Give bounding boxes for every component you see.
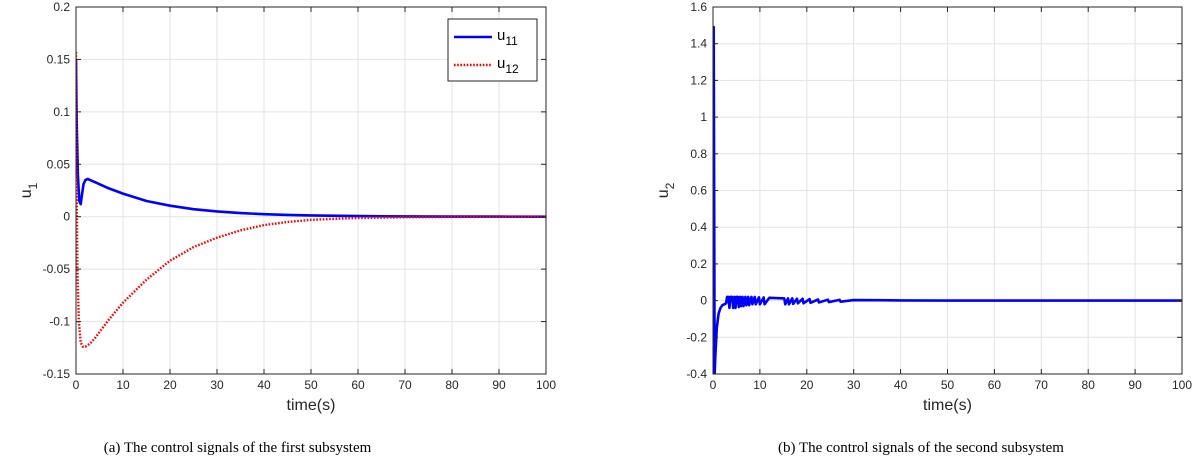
x-tick-label: 40: [257, 378, 271, 392]
caption-a: (a) The control signals of the first sub…: [103, 440, 372, 456]
x-tick-label: 30: [210, 378, 224, 392]
x-tick-label: 0: [73, 378, 80, 392]
y-tick-label: 0.6: [690, 184, 707, 198]
x-tick-label: 70: [1035, 378, 1049, 392]
chart-a: 0 10 20 30 40 50 60 70 80 90 100 -0.15 -0.1 -0.05 0 0.0…: [18, 0, 556, 414]
series-line-u11: [76, 59, 546, 219]
y-tick-label: 0: [700, 294, 707, 308]
y-axis-label: u1: [18, 182, 40, 198]
x-tick-label: 50: [304, 378, 318, 392]
y-tick-label: 0.2: [690, 257, 707, 271]
x-axis-label: time(s): [923, 397, 972, 414]
y-tick-label: -0.15: [43, 367, 71, 381]
y-tick-label: 0.1: [53, 105, 70, 119]
y-tick-label: 0: [63, 210, 70, 224]
x-tick-label: 80: [1082, 378, 1096, 392]
x-tick-label: 100: [536, 378, 556, 392]
y-tick-label: -0.1: [49, 315, 70, 329]
y-tick-label: 0.8: [690, 147, 707, 161]
x-tick-label: 60: [351, 378, 365, 392]
y-tick-label: 0.2: [53, 0, 70, 14]
series-line-u12: [76, 52, 546, 348]
y-tick-label: -0.2: [686, 330, 707, 344]
x-tick-label: 0: [710, 378, 717, 392]
y-tick-label: 0.15: [47, 52, 71, 66]
x-tick-label: 60: [988, 378, 1002, 392]
x-tick-label: 20: [800, 378, 814, 392]
y-tick-label: 1.6: [690, 0, 707, 14]
chart-b: 0 10 20 30 40 50 60 70 80 90 100 -0.4 -0.2 0 0.2 0.4 0.6…: [655, 0, 1192, 414]
y-tick-label: -0.4: [686, 367, 707, 381]
x-tick-label: 40: [894, 378, 908, 392]
y-tick-label: 0.4: [690, 220, 707, 234]
caption-b: (b) The control signals of the second su…: [778, 440, 1064, 456]
legend-label-u12: u12: [497, 55, 519, 76]
x-tick-label: 50: [941, 378, 955, 392]
series-line-u2: [713, 25, 1182, 374]
x-tick-label: 10: [753, 378, 767, 392]
y-axis-label: u2: [655, 182, 677, 198]
x-tick-label: 90: [492, 378, 506, 392]
y-tick-label: 0.05: [47, 157, 71, 171]
x-tick-label: 90: [1128, 378, 1142, 392]
x-axis-label: time(s): [287, 397, 336, 414]
x-tick-label: 10: [116, 378, 130, 392]
x-tick-label: 30: [847, 378, 861, 392]
x-tick-label: 70: [398, 378, 412, 392]
y-tick-label: 1.2: [690, 73, 707, 87]
y-tick-label: -0.05: [43, 262, 71, 276]
y-tick-label: 1: [700, 110, 707, 124]
legend-box: [447, 18, 538, 82]
x-tick-label: 80: [445, 378, 459, 392]
y-tick-label: 1.4: [690, 37, 707, 51]
legend-label-u11: u11: [497, 27, 518, 48]
x-tick-label: 100: [1172, 378, 1192, 392]
x-tick-label: 20: [163, 378, 177, 392]
